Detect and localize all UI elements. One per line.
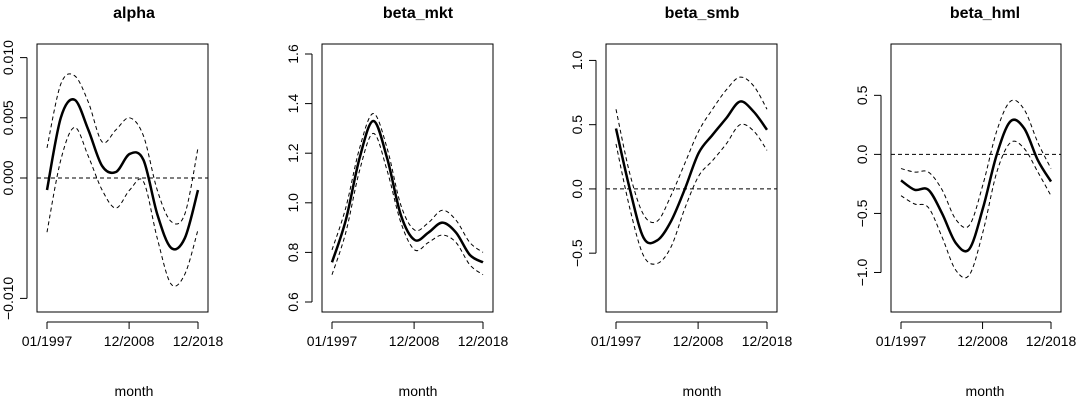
chart-title: beta_smb [665, 5, 740, 22]
x-tick-label: 12/2018 [742, 333, 793, 349]
x-tick-label: 01/1997 [22, 333, 73, 349]
chart-title: alpha [113, 5, 155, 22]
x-tick-label: 12/2008 [673, 333, 724, 349]
y-tick-label: 0.0 [854, 144, 870, 164]
y-tick-label: −1.0 [854, 258, 870, 286]
series-lower-line [46, 126, 199, 287]
series-estimate-line [614, 100, 769, 245]
chart-panel-alpha: alpha 01/1997 12/2008 12/2018 −0.010 0.000 0.0… [0, 5, 224, 399]
series-lower-line [615, 123, 768, 265]
y-tick-label: 1.6 [285, 44, 301, 64]
chart-title: beta_hml [950, 5, 1020, 22]
y-tick-label: 1.0 [285, 193, 301, 213]
x-tick-label: 01/1997 [591, 333, 642, 349]
y-tick-label: 0.000 [0, 160, 16, 195]
chart-title: beta_mkt [383, 5, 454, 22]
plot-frame [605, 43, 778, 313]
series-estimate-line [45, 98, 200, 251]
y-tick-label: 0.0 [569, 179, 585, 199]
series-estimate-line [900, 118, 1053, 253]
y-tick-label: 0.5 [854, 85, 870, 105]
x-tick-label: 12/2018 [458, 333, 509, 349]
series-upper-line [900, 99, 1052, 229]
y-tick-label: 0.5 [569, 115, 585, 135]
y-tick-label: −0.5 [569, 239, 585, 267]
x-axis-label: month [115, 383, 154, 399]
x-tick-label: 12/2008 [957, 333, 1008, 349]
x-tick-label: 12/2008 [104, 333, 155, 349]
chart-panel-beta-smb: beta_smb 01/1997 12/2008 12/2018 −0.5 0.0 0.5 1… [569, 5, 793, 399]
y-tick-label: −0.5 [854, 199, 870, 227]
x-tick-label: 01/1997 [307, 333, 358, 349]
y-tick-label: 0.8 [285, 242, 301, 262]
y-tick-label: 1.2 [285, 143, 301, 163]
y-tick-label: 0.6 [285, 292, 301, 312]
x-axis-label: month [683, 383, 722, 399]
y-tick-label: 0.010 [0, 40, 16, 75]
y-tick-label: 1.4 [285, 94, 301, 114]
x-tick-label: 12/2008 [389, 333, 440, 349]
series-lower-line [900, 140, 1052, 279]
series-upper-line [331, 113, 484, 253]
plot-frame [890, 43, 1062, 313]
series-upper-line [615, 76, 768, 224]
y-tick-label: 1.0 [569, 50, 585, 70]
y-tick-label: 0.005 [0, 100, 16, 135]
x-axis-label: month [399, 383, 438, 399]
chart-panel-beta-mkt: beta_mkt 01/1997 12/2008 12/2018 0.6 0.8 1.0 1.… [285, 5, 509, 399]
y-tick-label: −0.010 [0, 277, 16, 320]
x-tick-label: 12/2018 [1026, 333, 1077, 349]
x-axis-label: month [966, 383, 1005, 399]
series-lower-line [331, 132, 484, 276]
x-tick-label: 01/1997 [876, 333, 927, 349]
series-estimate-line [330, 119, 484, 264]
chart-panel-beta-hml: beta_hml 01/1997 12/2008 12/2018 −1.0 −0.5 0.0… [854, 5, 1077, 399]
plot-frame [321, 43, 494, 313]
x-tick-label: 12/2018 [173, 333, 224, 349]
